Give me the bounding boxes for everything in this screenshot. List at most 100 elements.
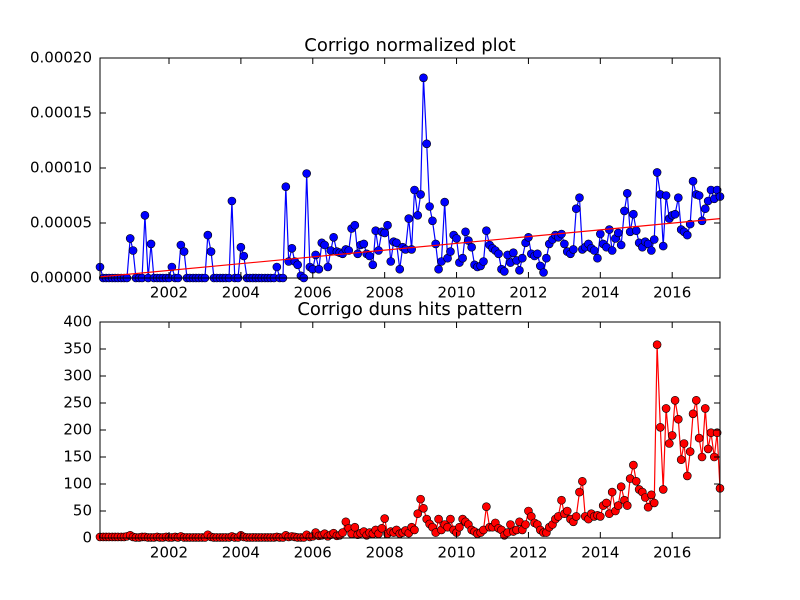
data-point	[515, 265, 524, 275]
data-point	[419, 73, 428, 83]
data-point	[542, 253, 551, 263]
data-point	[631, 476, 641, 486]
data-point	[656, 422, 665, 432]
data-point	[140, 211, 150, 220]
data-point	[631, 226, 641, 235]
data-point	[509, 248, 518, 257]
data-point	[287, 244, 297, 253]
data-point	[688, 176, 698, 186]
data-point	[419, 503, 428, 513]
chart-title: Corrigo duns hits pattern	[297, 299, 522, 320]
data-point	[446, 514, 455, 524]
y-tick-label: 0.00015	[30, 104, 92, 122]
data-point	[712, 428, 722, 438]
y-tick-label: 250	[63, 394, 92, 412]
data-point	[658, 241, 668, 251]
data-point	[682, 471, 692, 481]
data-point	[670, 209, 680, 219]
data-point	[575, 487, 584, 497]
data-point	[404, 214, 414, 223]
x-tick-label: 2010	[437, 284, 475, 302]
data-point	[661, 404, 671, 413]
data-point	[416, 190, 425, 199]
data-point	[125, 234, 135, 243]
data-point	[596, 229, 605, 239]
data-point	[539, 268, 548, 277]
data-point	[167, 262, 177, 272]
data-point	[359, 239, 369, 249]
data-point	[685, 447, 695, 456]
data-point	[697, 452, 707, 462]
data-point	[377, 523, 387, 533]
y-tick-label: 0	[82, 529, 92, 547]
data-point	[649, 498, 659, 508]
data-point	[338, 528, 347, 537]
data-point	[500, 267, 509, 276]
data-point	[329, 233, 338, 242]
data-point	[128, 246, 138, 255]
data-point	[629, 460, 638, 470]
data-point	[479, 257, 488, 266]
data-point	[652, 168, 662, 177]
data-point	[302, 169, 311, 178]
data-point	[670, 395, 680, 405]
data-point	[458, 253, 467, 263]
data-point	[365, 251, 374, 261]
y-tick-label: 50	[73, 502, 92, 520]
data-point	[652, 340, 662, 349]
data-point	[521, 520, 530, 529]
data-point	[425, 202, 434, 211]
x-tick-label: 2004	[222, 544, 260, 562]
data-point	[622, 501, 632, 510]
data-point	[293, 260, 302, 270]
data-point	[461, 227, 470, 237]
data-point	[434, 264, 443, 274]
data-point	[569, 245, 578, 254]
data-point	[679, 439, 689, 448]
data-point	[383, 220, 392, 230]
y-tick-label: 0.00005	[30, 214, 92, 232]
data-point	[613, 228, 623, 238]
data-point	[422, 139, 432, 149]
data-point	[314, 264, 324, 274]
x-tick-label: 2012	[509, 284, 547, 302]
data-point	[392, 238, 401, 248]
data-point	[455, 522, 464, 532]
data-point	[622, 189, 632, 198]
x-tick-label: 2006	[294, 284, 332, 302]
data-point	[703, 444, 713, 454]
data-point	[700, 404, 710, 413]
data-point	[616, 240, 626, 250]
data-point	[203, 230, 213, 240]
data-point	[410, 525, 419, 535]
x-tick-label: 2004	[222, 284, 260, 302]
y-tick-label: 100	[63, 475, 92, 493]
y-tick-label: 350	[63, 340, 92, 358]
chart-title: Corrigo normalized plot	[304, 35, 515, 56]
data-point	[395, 264, 405, 274]
data-point	[571, 204, 581, 213]
x-tick-label: 2014	[581, 544, 619, 562]
data-point	[560, 239, 569, 249]
data-point	[281, 182, 291, 191]
y-tick-label: 150	[63, 448, 92, 466]
plot-area: Corrigo normalized plot 0.00000 0.00005 0.0…	[30, 35, 725, 302]
data-point	[518, 253, 527, 263]
data-point	[643, 502, 653, 512]
data-point	[607, 487, 617, 497]
data-point	[239, 251, 249, 261]
data-point	[386, 257, 396, 266]
data-point	[227, 196, 237, 206]
data-point	[647, 246, 656, 255]
data-point	[694, 191, 704, 200]
y-tick-label: 0.00020	[30, 49, 92, 67]
data-point	[272, 262, 282, 272]
data-point	[179, 247, 189, 256]
series-line	[99, 218, 721, 278]
data-point	[482, 226, 491, 235]
data-point	[674, 414, 683, 424]
x-tick-label: 2002	[150, 544, 188, 562]
x-tick-label: 2014	[581, 284, 619, 302]
data-point	[649, 235, 659, 244]
data-point	[311, 250, 320, 260]
